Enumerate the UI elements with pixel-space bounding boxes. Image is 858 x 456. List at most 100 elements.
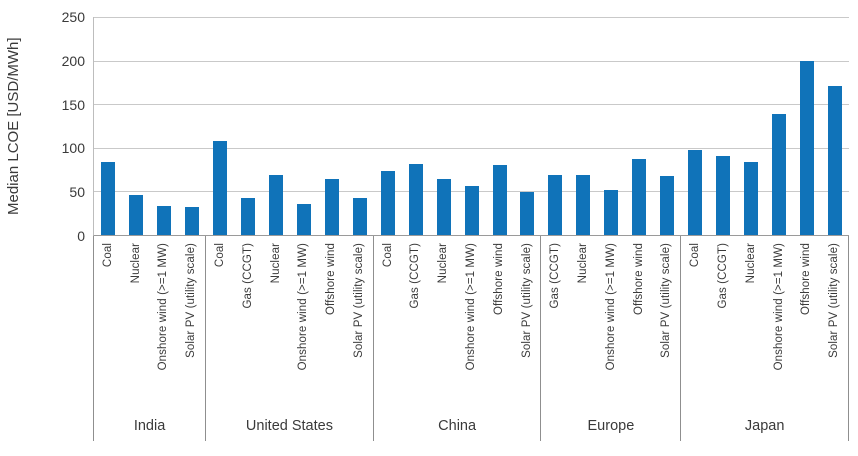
bar-united-states-offshore-wind	[324, 179, 339, 235]
bar-group-japan	[681, 17, 849, 235]
bar-slot	[793, 17, 821, 235]
x-tick-cell: Gas (CCGT)	[402, 236, 430, 414]
x-tick-label: Solar PV (utility scale)	[660, 243, 673, 358]
bar-slot	[430, 17, 458, 235]
x-tick-label: Solar PV (utility scale)	[520, 243, 533, 358]
x-tick-labels: Coal Gas (CCGT) Nuclear Onshore wind (>=1 M…	[681, 236, 848, 414]
bar-japan-solar-pv-utility-scale	[828, 85, 843, 235]
x-tick-label: Offshore wind	[800, 243, 813, 316]
x-tick-label: Coal	[381, 243, 394, 268]
x-tick-label: Nuclear	[577, 243, 590, 284]
bar-group-india	[94, 17, 206, 235]
group-label-europe: Europe	[587, 418, 635, 434]
bar-china-offshore-wind	[492, 165, 507, 235]
x-tick-cell: Offshore wind	[485, 236, 513, 414]
x-tick-cell: Onshore wind (>=1 MW)	[457, 236, 485, 414]
group-label-united-states: United States	[245, 418, 333, 434]
x-tick-cell: Offshore wind	[625, 236, 653, 414]
y-tick-label: 150	[61, 96, 85, 113]
x-tick-cell: Onshore wind (>=1 MW)	[150, 236, 178, 414]
x-tick-label: Coal	[101, 243, 114, 268]
x-tick-cell: Offshore wind	[317, 236, 345, 414]
plot-area	[93, 17, 849, 236]
x-tick-cell: Coal	[206, 236, 234, 414]
bar-slot	[94, 17, 122, 235]
x-tick-cell: Coal	[94, 236, 122, 414]
bar-slot	[569, 17, 597, 235]
x-tick-cell: Solar PV (utility scale)	[345, 236, 373, 414]
x-tick-label: Onshore wind (>=1 MW)	[772, 243, 785, 371]
x-tick-label: Nuclear	[269, 243, 282, 284]
bar-china-onshore-wind-1-mw	[464, 186, 479, 235]
x-tick-label: Onshore wind (>=1 MW)	[604, 243, 617, 371]
x-tick-label: Coal	[214, 243, 226, 268]
x-tick-cell: Solar PV (utility scale)	[653, 236, 681, 414]
x-tick-cell: Nuclear	[262, 236, 290, 414]
x-tick-cell: Solar PV (utility scale)	[177, 236, 205, 414]
bar-slot	[150, 17, 178, 235]
x-tick-cell: Onshore wind (>=1 MW)	[765, 236, 793, 414]
y-tick-label: 250	[61, 9, 85, 25]
x-tick-cell: Gas (CCGT)	[234, 236, 262, 414]
x-tick-label: Solar PV (utility scale)	[828, 243, 841, 358]
bar-slot	[234, 17, 262, 235]
bars-container	[94, 17, 849, 235]
bar-japan-nuclear	[744, 161, 759, 235]
bar-slot	[737, 17, 765, 235]
y-tick-label: 50	[69, 184, 85, 201]
bar-india-nuclear	[128, 194, 143, 235]
x-axis-label-zone: Coal Nuclear Onshore wind (>=1 MW) Solar PV…	[93, 236, 850, 441]
x-tick-cell: Gas (CCGT)	[709, 236, 737, 414]
x-tick-labels: Coal Gas (CCGT) Nuclear Onshore wind (>=1 M…	[206, 236, 373, 414]
bar-slot	[486, 17, 514, 235]
y-axis-title: Median LCOE [USD/MWh]	[5, 37, 22, 216]
bar-united-states-solar-pv-utility-scale	[352, 198, 367, 235]
bar-japan-offshore-wind	[800, 60, 815, 235]
gridline-200	[94, 60, 849, 62]
gridline-250	[94, 17, 849, 18]
bar-group-china	[374, 17, 542, 235]
bar-slot	[318, 17, 346, 235]
bar-slot	[290, 17, 318, 235]
x-tick-cell: Solar PV (utility scale)	[513, 236, 541, 414]
x-tick-cell: Nuclear	[569, 236, 597, 414]
bar-china-gas-ccgt	[408, 163, 423, 235]
x-tick-cell: Coal	[681, 236, 709, 414]
x-tick-cell: Onshore wind (>=1 MW)	[597, 236, 625, 414]
x-tick-label: Coal	[689, 243, 702, 268]
x-tick-labels: Gas (CCGT) Nuclear Onshore wind (>=1 MW) Of…	[541, 236, 680, 414]
bar-india-solar-pv-utility-scale	[184, 207, 199, 235]
x-tick-cell: Coal	[374, 236, 402, 414]
bar-slot	[346, 17, 374, 235]
bar-europe-gas-ccgt	[548, 174, 563, 235]
y-tick-label: 200	[61, 52, 85, 69]
x-tick-label: Offshore wind	[632, 243, 645, 316]
bar-europe-nuclear	[576, 174, 591, 235]
x-tick-label: Gas (CCGT)	[241, 243, 254, 309]
x-tick-label: Solar PV (utility scale)	[185, 243, 198, 358]
bar-slot	[374, 17, 402, 235]
x-tick-label: Gas (CCGT)	[717, 243, 730, 309]
x-tick-label: Onshore wind (>=1 MW)	[465, 243, 478, 371]
bar-slot	[206, 17, 234, 235]
bar-united-states-gas-ccgt	[240, 198, 255, 235]
gridline-100	[94, 147, 849, 149]
x-label-group-japan: Coal Gas (CCGT) Nuclear Onshore wind (>=1 M…	[680, 236, 850, 441]
bar-slot	[681, 17, 709, 235]
group-label-japan: Japan	[744, 418, 785, 434]
x-tick-label: Offshore wind	[492, 243, 505, 316]
bar-japan-onshore-wind-1-mw	[772, 113, 787, 235]
x-tick-label: Onshore wind (>=1 MW)	[297, 243, 310, 371]
x-tick-labels: Coal Gas (CCGT) Nuclear Onshore wind (>=1 M…	[374, 236, 541, 414]
group-label-india: India	[133, 418, 166, 434]
bar-slot	[541, 17, 569, 235]
bar-slot	[458, 17, 486, 235]
bar-united-states-nuclear	[268, 174, 283, 235]
bar-china-nuclear	[436, 179, 451, 235]
bar-japan-gas-ccgt	[716, 155, 731, 235]
bar-slot	[625, 17, 653, 235]
bar-china-solar-pv-utility-scale	[520, 192, 535, 235]
x-tick-cell: Offshore wind	[792, 236, 820, 414]
y-tick-label: 100	[61, 140, 85, 157]
